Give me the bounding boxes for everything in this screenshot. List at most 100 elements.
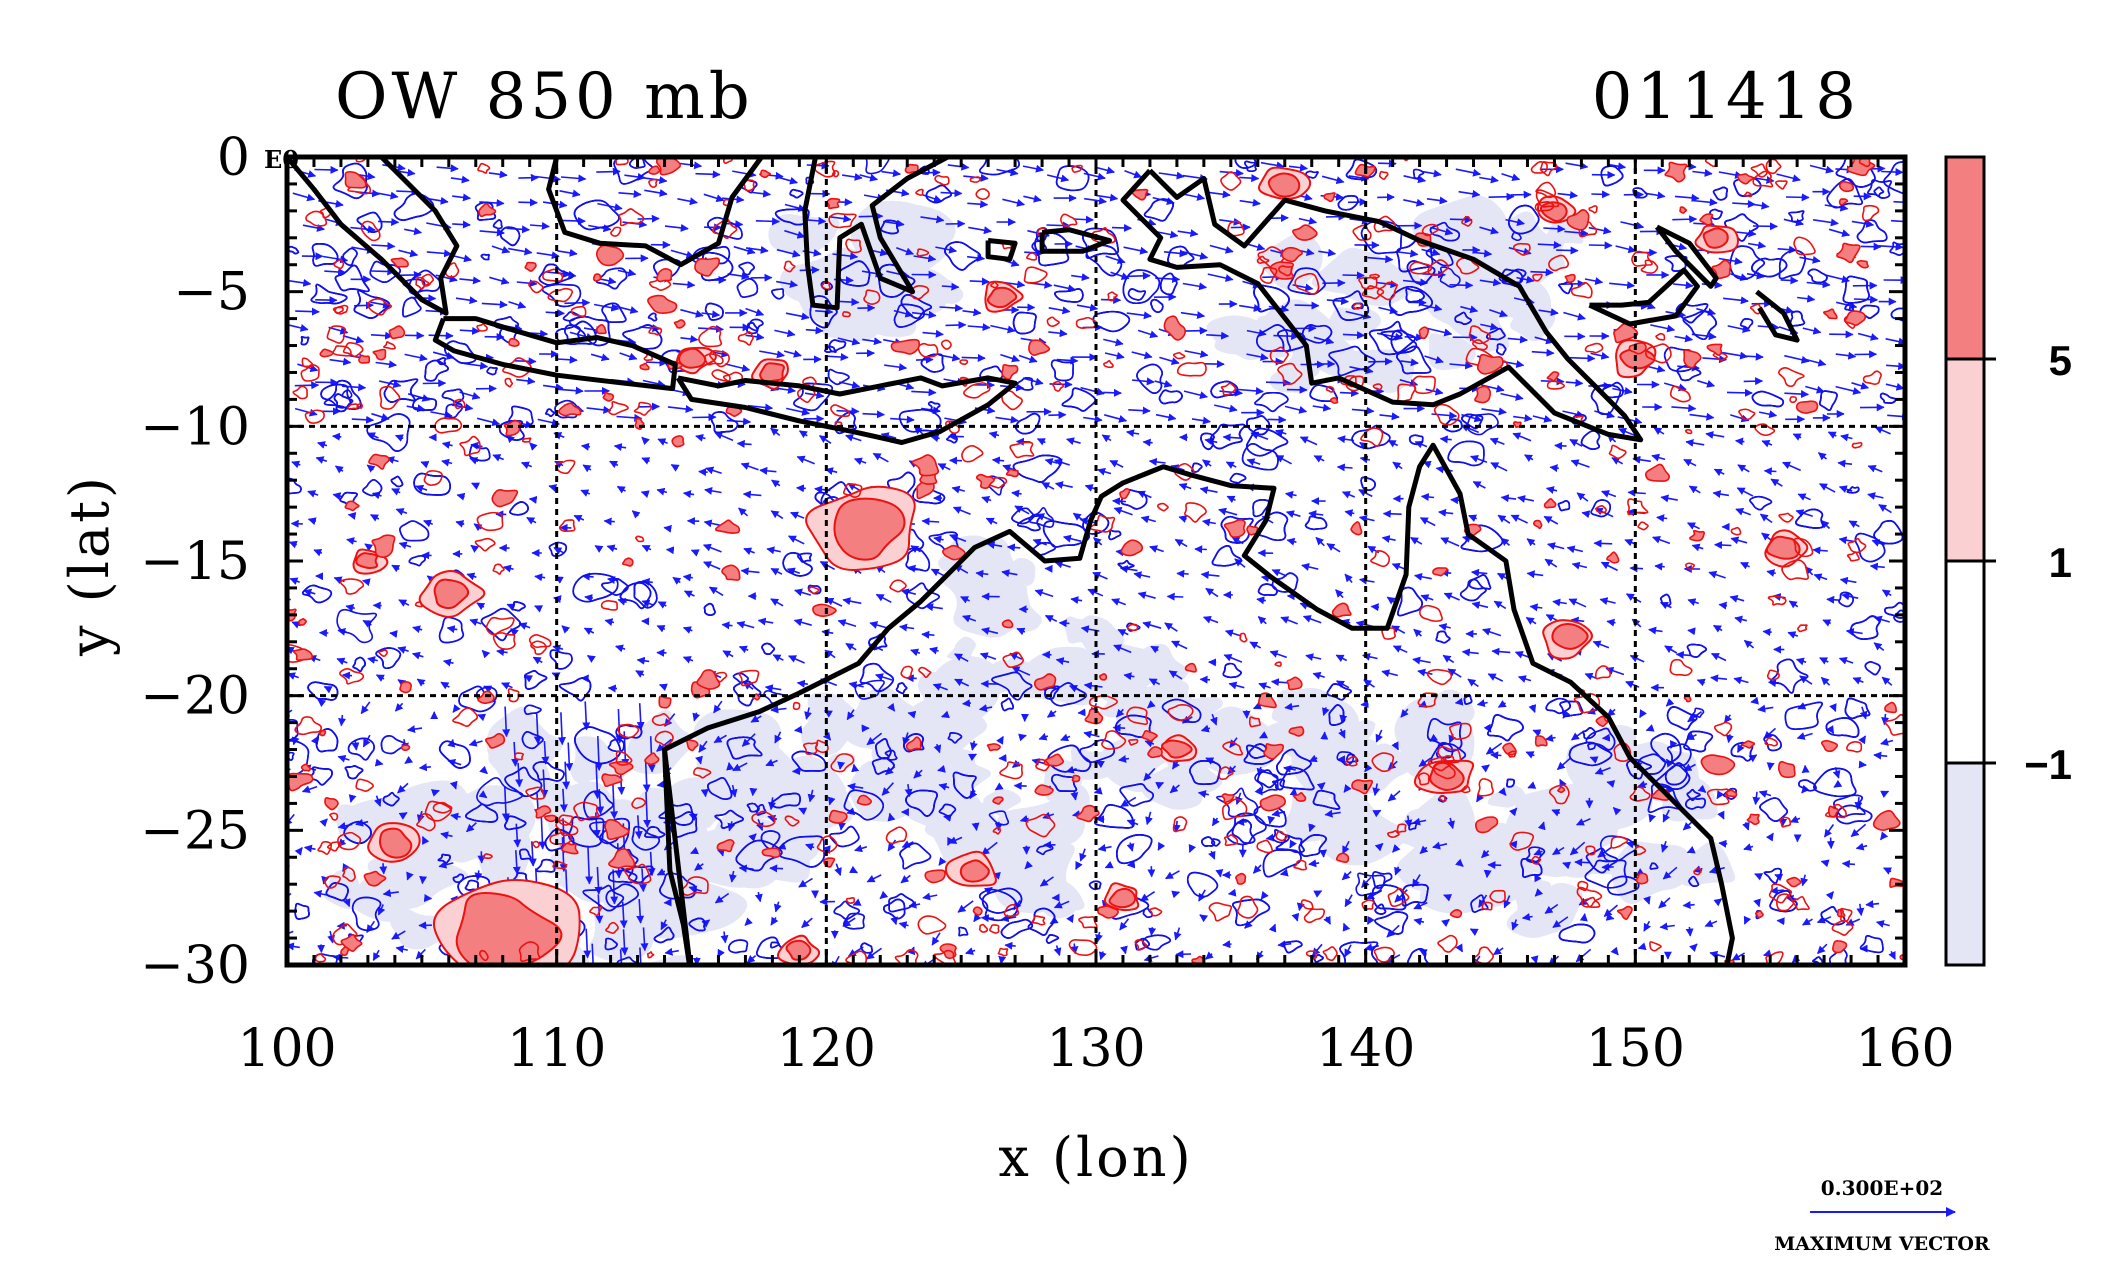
wind-vector [1360,700,1369,708]
wind-vector [1689,412,1715,421]
wind-vector [1344,509,1355,518]
wind-vector [406,404,426,413]
wind-vector [1267,815,1276,825]
wind-vector [545,308,565,317]
wind-vector [347,1004,356,1011]
x-axis-label: x (lon) [998,1126,1193,1189]
wind-vector [732,170,757,179]
wind-vector [1267,979,1270,991]
wind-vector [529,221,550,230]
wind-vector [1191,416,1211,425]
wind-vector [1179,973,1189,981]
wind-vector [1516,275,1535,284]
wind-vector [1018,733,1027,742]
wind-vector [1880,790,1890,799]
wind-vector [1887,412,1905,421]
wind-vector [1321,175,1345,185]
wind-vector [1776,917,1785,926]
wind-vector [459,276,481,285]
wind-vector [776,280,798,288]
wind-vector [470,544,480,553]
wind-vector [1382,509,1402,518]
negative-shade-patch [825,752,856,769]
wind-vector [1721,351,1749,360]
wind-vector [1723,296,1749,305]
wind-vector [724,363,751,373]
wind-vector [1537,821,1546,831]
wind-vector [338,985,351,991]
wind-vector [749,787,758,797]
positive-contour [298,617,307,626]
wind-vector [1397,986,1400,994]
wind-vector [1826,837,1835,850]
wind-vector [1202,459,1212,468]
positive-contour [658,695,672,709]
wind-vector [680,334,699,343]
x-tick-label: 150 [1586,1019,1685,1079]
positive-contour [1184,662,1197,673]
wind-vector [947,162,970,171]
wind-vector [1041,481,1055,490]
wind-vector [332,492,343,501]
wind-vector [884,363,908,372]
wind-vector [481,300,508,309]
wind-vector [1792,433,1802,441]
wind-vector [1588,226,1612,235]
wind-vector [1291,912,1300,922]
wind-vector [456,492,466,501]
wind-vector [560,216,586,225]
wind-vector [1206,331,1230,340]
wind-vector [398,541,412,550]
wind-vector [420,460,430,469]
wind-vector [557,386,584,395]
wind-vector [395,508,408,516]
wind-vector [1772,982,1775,984]
wind-vector [969,277,990,286]
wind-vector [1560,279,1586,288]
negative-shade-patch [943,755,992,793]
wind-vector [1885,382,1905,391]
wind-vector [441,458,453,467]
wind-vector [1608,162,1627,171]
wind-vector [1746,271,1765,280]
wind-vector [1171,890,1181,899]
wind-vector [755,217,781,226]
wind-vector [398,249,419,258]
wind-vector [1104,351,1125,360]
wind-vector [1239,174,1260,183]
wind-vector [291,460,301,469]
wind-vector [1308,1004,1323,1008]
wind-vector [1736,487,1754,497]
wind-vector [315,456,328,464]
negative-shade-patch [724,775,799,821]
wind-vector [1370,603,1380,612]
wind-vector [985,517,998,526]
wind-vector [939,303,964,312]
positive-contour [1557,786,1566,794]
wind-vector [594,545,604,553]
wind-vector [1218,507,1238,516]
wind-vector [391,488,401,496]
wind-vector [346,537,357,545]
wind-vector [937,463,951,471]
negative-shade-patch [983,789,1022,816]
wind-vector [1468,514,1478,523]
wind-vector [1564,228,1589,237]
wind-vector [1531,348,1555,357]
wind-vector [1784,390,1809,399]
wind-vector [1443,894,1453,902]
wind-vector [1012,1008,1018,1016]
wind-vector [292,192,316,202]
wind-vector [532,973,533,995]
wind-vector [631,510,641,519]
wind-vector [1226,495,1236,504]
wind-vector [937,977,947,979]
wind-vector [1720,975,1730,976]
x-tick-label: 120 [777,1019,876,1079]
wind-vector [1076,303,1099,312]
positive-contour [1418,326,1430,340]
wind-vector [1761,440,1773,448]
wind-vector [459,326,481,335]
wind-vector [1569,1002,1573,1005]
y-axis-tick-labels: 0 −5 −10 −15 −20 −25 −30 [140,128,250,996]
